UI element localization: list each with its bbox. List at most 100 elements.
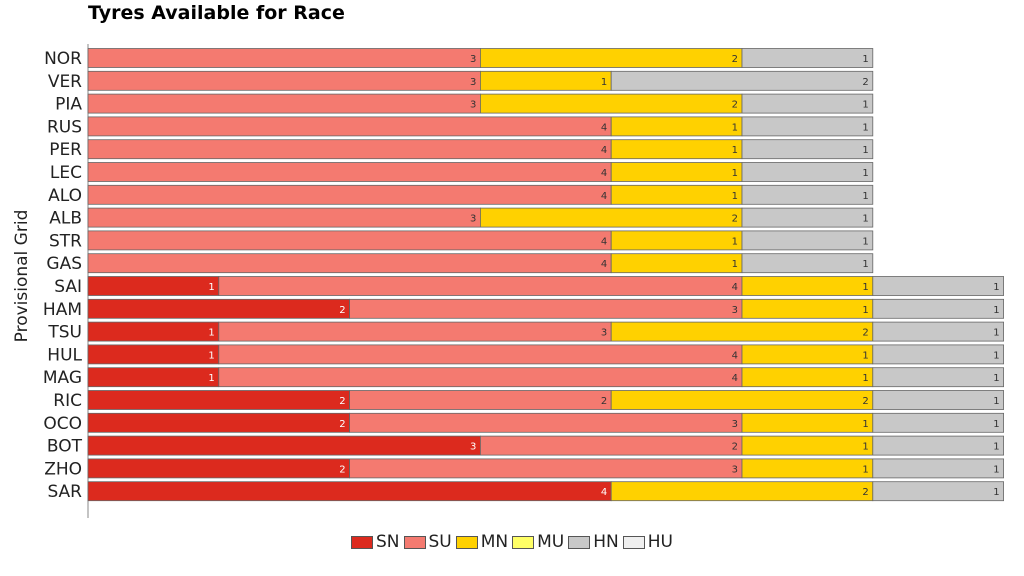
bar-value-label: 1 [601,77,607,88]
bar-value-label: 4 [601,145,607,156]
bar-sn-bot [87,435,481,456]
bar-su-str [87,230,612,251]
bar-value-label: 3 [732,305,738,316]
bar-value-label: 2 [862,487,868,498]
bar-sn-sai [87,276,220,296]
bar-su-bot [479,435,743,456]
legend-swatch [455,535,478,549]
category-label: ZHO [44,459,82,479]
bar-value-label: 3 [732,419,738,430]
bar-sn-tsu [87,321,220,342]
bar-value-label: 4 [601,236,607,247]
chart-legend: SN SU MN MU HN HU [0,532,1024,552]
bar-hn-oco [872,412,1004,433]
bar-value-label: 1 [732,145,738,156]
bar-su-mag [218,367,743,388]
bar-value-label: 1 [862,373,868,384]
bar-sn-hul [87,344,220,365]
bar-value-label: 1 [862,54,868,65]
bar-value-label: 1 [862,419,868,430]
bar-su-sai [218,276,743,296]
bar-mn-oco [741,412,874,433]
bar-hn-pia [741,93,874,114]
bar-mn-bot [741,435,874,456]
legend-item-sn: SN [351,532,400,552]
bar-hn-alb [741,207,874,228]
bar-value-label: 2 [862,328,868,339]
legend-label: HN [593,532,619,552]
bar-value-label: 1 [862,442,868,453]
bar-value-label: 1 [208,373,214,384]
legend-swatch [622,535,645,549]
category-label: ALO [48,186,82,206]
bar-hn-lec [741,162,874,182]
category-label: LEC [50,163,82,183]
bar-hn-zho [872,458,1004,479]
bar-value-label: 2 [862,396,868,407]
category-label: HAM [43,300,82,320]
legend-item-su: SU [403,532,452,552]
bar-value-label: 1 [732,236,738,247]
bar-mn-ric [610,390,874,410]
bar-value-label: 2 [339,305,345,316]
chart-title: Tyres Available for Race [88,2,345,24]
bar-value-label: 4 [601,487,607,498]
bar-value-label: 2 [732,214,738,225]
category-label: RIC [53,391,82,411]
bar-hn-rus [741,116,874,137]
bar-mn-lec [610,162,743,182]
bar-value-label: 1 [732,259,738,270]
bar-value-label: 3 [470,214,476,225]
category-label: ALB [49,209,82,229]
bar-value-label: 3 [732,464,738,475]
bar-su-ver [87,70,481,91]
bar-value-label: 1 [993,373,999,384]
bar-su-ric [349,390,612,410]
bar-value-label: 4 [732,282,738,293]
category-label: MAG [43,368,82,388]
category-label: SAR [47,482,82,502]
bar-mn-mag [741,367,874,388]
bar-value-label: 1 [732,168,738,179]
bar-mn-gas [610,253,743,274]
bar-value-label: 4 [601,259,607,270]
bar-mn-rus [610,116,743,137]
bar-value-label: 2 [339,464,345,475]
bar-su-alo [87,184,612,205]
bar-value-label: 1 [862,259,868,270]
bar-mn-zho [741,458,874,479]
bar-value-label: 2 [732,100,738,111]
bar-sn-ric [87,390,351,410]
bar-value-label: 2 [732,442,738,453]
category-label: TSU [47,323,82,343]
category-label: HUL [47,345,82,365]
legend-item-hu: HU [622,532,673,552]
category-label: VER [48,72,82,92]
bar-hn-str [741,230,874,251]
bar-hn-nor [741,48,874,68]
bar-mn-hul [741,344,874,365]
bar-mn-per [610,139,743,160]
bar-su-nor [87,48,481,68]
category-label: PER [49,140,82,160]
bar-mn-ver [479,70,612,91]
bar-sn-sar [87,481,612,502]
legend-item-hn: HN [568,532,619,552]
legend-label: MN [480,532,509,552]
bar-mn-str [610,230,743,251]
bar-value-label: 1 [732,191,738,202]
bar-value-label: 1 [993,442,999,453]
bar-value-label: 3 [470,100,476,111]
bar-hn-gas [741,253,874,274]
bar-hn-sai [872,276,1004,296]
bar-value-label: 1 [993,282,999,293]
bar-value-label: 4 [601,122,607,133]
bar-su-per [87,139,612,160]
bar-value-label: 2 [339,396,345,407]
legend-item-mn: MN [455,532,509,552]
bar-value-label: 1 [993,305,999,316]
bar-value-label: 3 [470,442,476,453]
bar-value-label: 1 [993,328,999,339]
bar-su-oco [349,412,743,433]
